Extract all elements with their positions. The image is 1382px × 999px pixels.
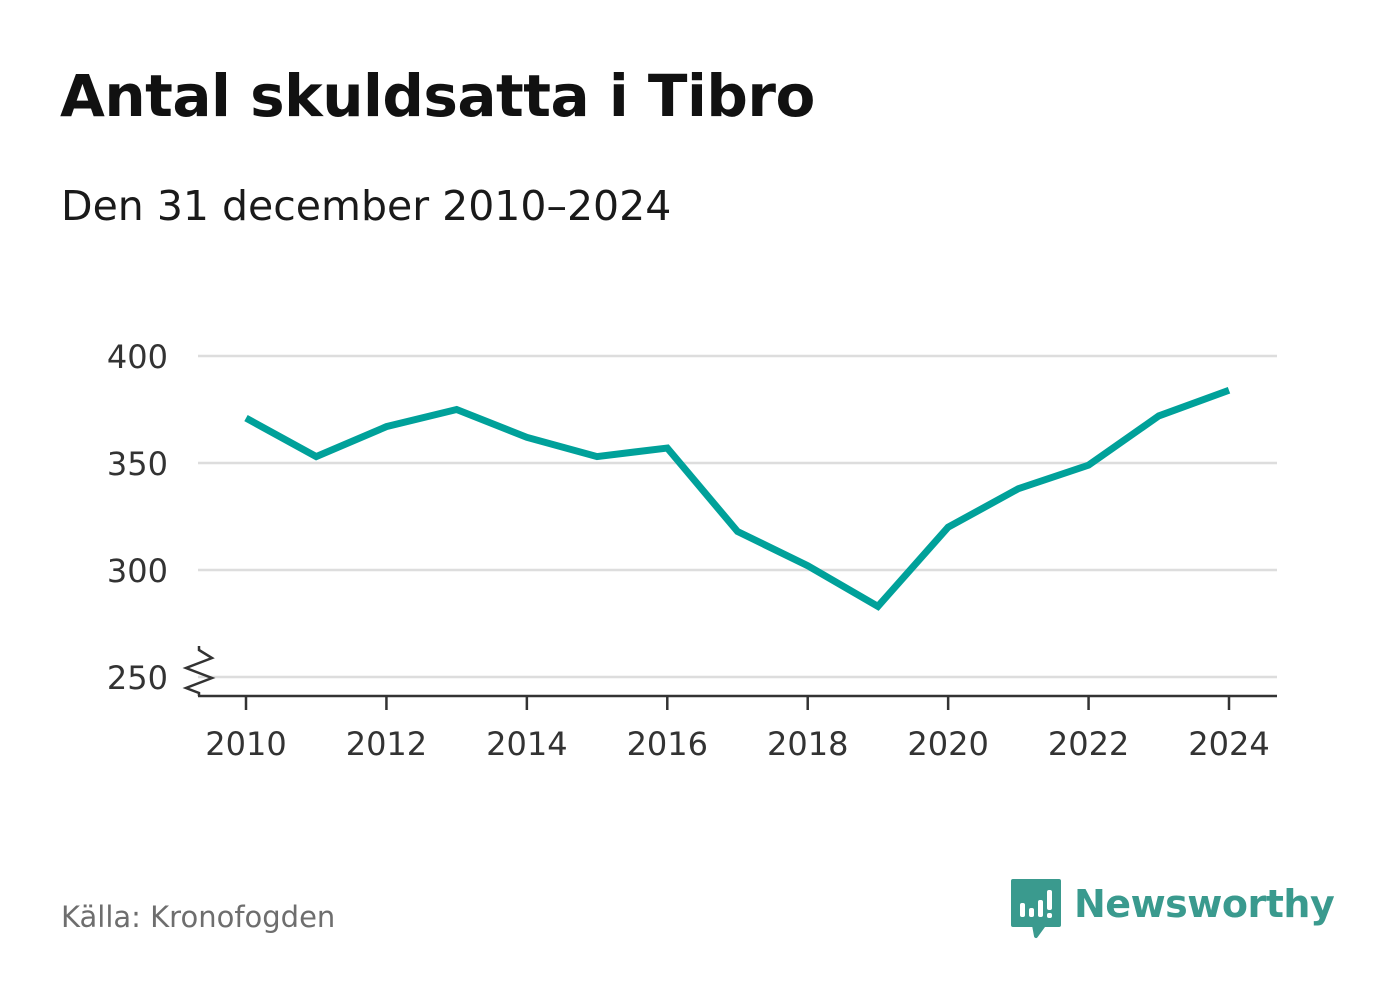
axes — [182, 646, 1277, 710]
brand-name: Newsworthy — [1074, 882, 1335, 926]
series-layer — [244, 386, 1231, 611]
chart-title: Antal skuldsatta i Tibro — [60, 62, 815, 130]
x-tick-label-2010: 2010 — [205, 725, 286, 763]
x-tick-label-2016: 2016 — [627, 725, 708, 763]
tick-labels: 250 300 350 400 2010 2012 2014 2016 2018 2020 2022… — [107, 338, 1270, 763]
series-line-0 — [244, 386, 1231, 611]
y-tick-label-300: 300 — [107, 552, 168, 590]
gridlines — [198, 354, 1277, 679]
y-tick-label-350: 350 — [107, 445, 168, 483]
newsworthy-logo-icon — [1011, 879, 1061, 938]
x-tick-label-2018: 2018 — [767, 725, 848, 763]
x-tick-label-2012: 2012 — [346, 725, 427, 763]
x-tick-label-2020: 2020 — [907, 725, 988, 763]
brand-logo: Newsworthy — [1010, 878, 1335, 940]
y-tick-label-250: 250 — [107, 659, 168, 697]
x-tick-label-2024: 2024 — [1188, 725, 1269, 763]
y-tick-label-400: 400 — [107, 338, 168, 376]
x-tick-label-2014: 2014 — [486, 725, 567, 763]
x-tick-label-2022: 2022 — [1048, 725, 1129, 763]
source-note: Källa: Kronofogden — [61, 900, 336, 934]
chart-subtitle: Den 31 december 2010–2024 — [61, 182, 672, 230]
axis-break-icon — [182, 646, 216, 696]
